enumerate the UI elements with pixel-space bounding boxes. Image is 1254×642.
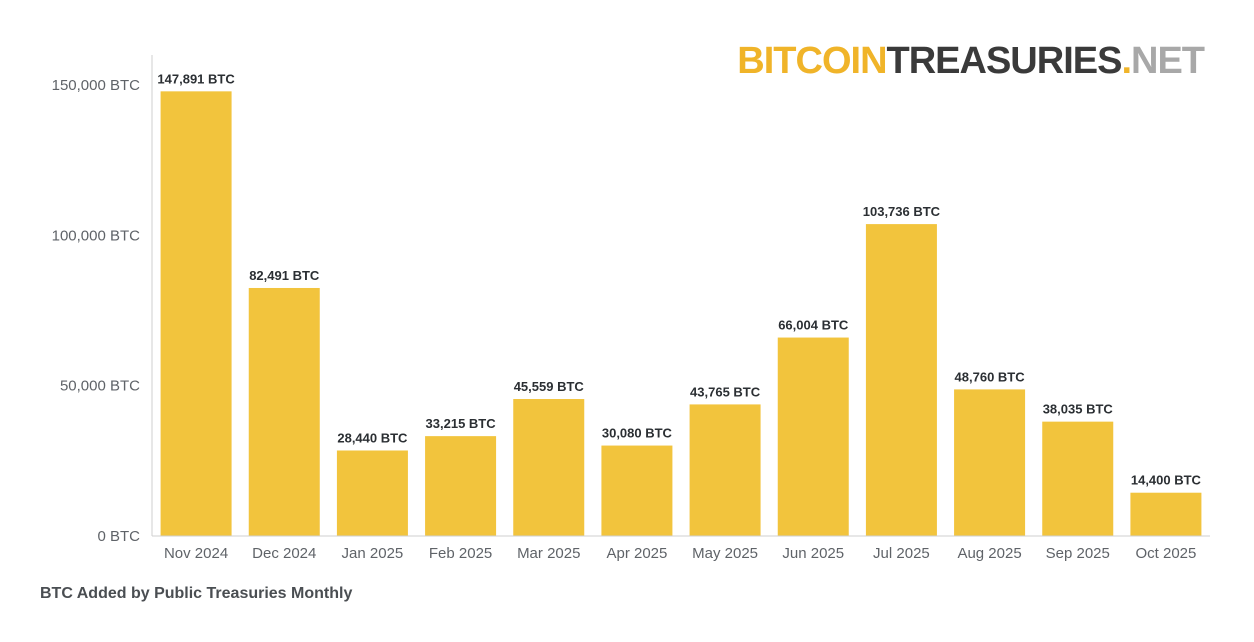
x-tick-label: Apr 2025: [606, 545, 667, 562]
bar: [601, 445, 673, 536]
x-tick-label: Jan 2025: [342, 545, 404, 562]
bars: [160, 91, 1202, 536]
chart-caption: BTC Added by Public Treasuries Monthly: [40, 585, 352, 602]
bar: [1042, 421, 1114, 536]
data-label: 28,440 BTC: [337, 430, 408, 445]
x-tick-label: Sep 2025: [1046, 545, 1110, 562]
y-tick-label: 150,000 BTC: [52, 77, 141, 94]
x-tick-label: Oct 2025: [1135, 545, 1196, 562]
bar: [777, 337, 849, 536]
logo-part-net: NET: [1131, 40, 1205, 82]
x-axis: Nov 2024 Dec 2024 Jan 2025 Feb 2025 Mar 2025…: [152, 535, 1210, 562]
data-label: 45,559 BTC: [514, 379, 585, 394]
logo-part-bitcoin: BITCOIN: [737, 40, 886, 82]
x-tick-label: Feb 2025: [429, 545, 492, 562]
data-labels: 147,891 BTC 82,491 BTC 28,440 BTC 33,215 BT…: [157, 71, 1201, 487]
bar: [425, 436, 497, 536]
data-label: 147,891 BTC: [157, 71, 235, 86]
data-label: 38,035 BTC: [1043, 402, 1114, 417]
x-tick-label: May 2025: [692, 545, 758, 562]
y-axis: 0 BTC 50,000 BTC 100,000 BTC 150,000 BTC: [52, 55, 153, 545]
bar: [248, 287, 320, 536]
data-label: 103,736 BTC: [863, 204, 941, 219]
data-label: 33,215 BTC: [426, 416, 497, 431]
x-tick-label: Jul 2025: [873, 545, 930, 562]
logo-part-dot: .: [1121, 40, 1131, 82]
logo-part-treasuries: TREASURIES: [887, 40, 1122, 82]
data-label: 82,491 BTC: [249, 268, 320, 283]
y-tick-label: 50,000 BTC: [60, 378, 140, 395]
bar: [689, 404, 761, 536]
bitcointreasuries-logo: BITCOINTREASURIES.NET: [737, 40, 1205, 82]
bar: [336, 450, 408, 536]
bar: [1130, 492, 1202, 536]
x-tick-label: Nov 2024: [164, 545, 228, 562]
bar: [513, 399, 585, 536]
y-tick-label: 100,000 BTC: [52, 227, 141, 244]
y-tick-label: 0 BTC: [97, 528, 140, 545]
data-label: 48,760 BTC: [955, 369, 1026, 384]
data-label: 14,400 BTC: [1131, 473, 1202, 488]
bar: [160, 91, 232, 536]
x-tick-label: Aug 2025: [957, 545, 1021, 562]
x-tick-label: Dec 2024: [252, 545, 316, 562]
data-label: 30,080 BTC: [602, 426, 673, 441]
x-tick-label: Jun 2025: [782, 545, 844, 562]
bar: [865, 224, 937, 536]
x-tick-label: Mar 2025: [517, 545, 580, 562]
bar: [954, 389, 1026, 536]
data-label: 66,004 BTC: [778, 318, 849, 333]
data-label: 43,765 BTC: [690, 384, 761, 399]
svg-text:BITCOINTREASURIES.NET: BITCOINTREASURIES.NET: [737, 40, 1204, 82]
